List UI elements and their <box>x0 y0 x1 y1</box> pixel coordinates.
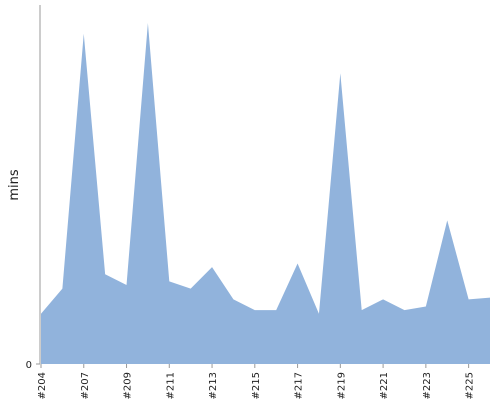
series-area <box>41 22 490 364</box>
x-tick-label: #225 <box>465 372 476 399</box>
x-tick-label: #221 <box>379 372 390 399</box>
x-tick-label: #207 <box>80 372 91 399</box>
x-tick-label: #211 <box>165 372 176 399</box>
plot-area <box>41 22 490 364</box>
x-tick-label: #217 <box>294 372 305 399</box>
x-tick-label: #215 <box>251 372 262 399</box>
x-tick-label: #204 <box>37 372 48 399</box>
y-axis-ticks: 0 <box>26 360 40 371</box>
x-tick-label: #223 <box>422 372 433 399</box>
y-axis-title: mins <box>7 169 22 201</box>
y-tick-label: 0 <box>26 360 32 371</box>
x-tick-label: #209 <box>123 372 134 399</box>
x-axis-ticks: #204 #207 #209 #211 #213 #215 #217 #219 #221 #223… <box>37 364 476 399</box>
x-tick-label: #219 <box>336 372 347 399</box>
x-tick-label: #213 <box>208 372 219 399</box>
